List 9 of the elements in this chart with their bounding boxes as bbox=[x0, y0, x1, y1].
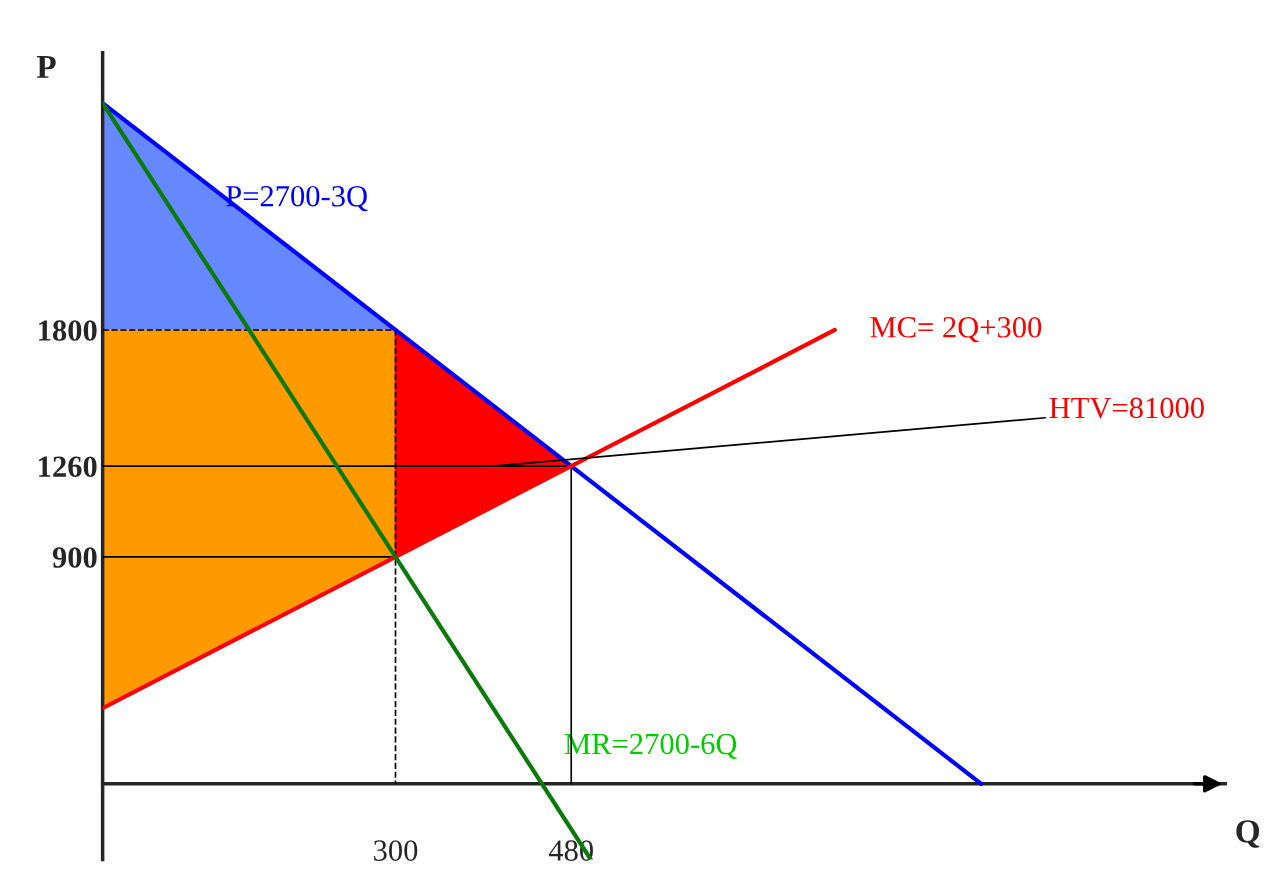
y-tick-label: 1800 bbox=[39, 320, 97, 341]
x-tick-label: 300 bbox=[374, 840, 418, 861]
x-axis-title: Q bbox=[1236, 820, 1260, 848]
series-label: MC= 2Q+300 bbox=[870, 317, 1042, 343]
annotation: HTV=81000 bbox=[1049, 397, 1204, 419]
y-tick-label: 1260 bbox=[39, 456, 97, 478]
y-tick-label: 900 bbox=[52, 547, 97, 568]
series-label: P=2700-3Q bbox=[226, 185, 368, 212]
y-axis-title: P bbox=[36, 55, 56, 78]
